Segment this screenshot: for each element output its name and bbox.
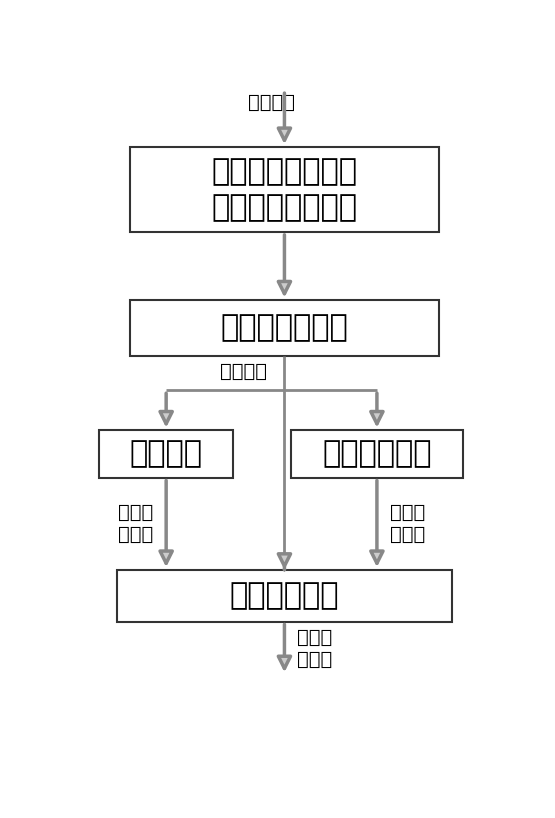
Text: 峰值速
度曲线: 峰值速 度曲线 [390,503,425,544]
Bar [99,430,233,478]
Bar [130,300,440,356]
Text: 正弦速
度曲线: 正弦速 度曲线 [118,503,153,544]
Text: 傅立叶分析频率: 傅立叶分析频率 [220,313,349,343]
Text: 正弦求解: 正弦求解 [130,439,203,469]
Text: 数峰频率求解: 数峰频率求解 [322,439,432,469]
Bar [291,430,463,478]
Bar [117,570,452,622]
Text: 滤波器对收到的测
速信号进行预处理: 滤波器对收到的测 速信号进行预处理 [211,157,357,222]
Text: 测速信号: 测速信号 [248,93,295,112]
Text: 参考速度: 参考速度 [220,362,268,381]
Text: 数值比较分析: 数值比较分析 [230,582,339,610]
Bar [130,147,440,232]
Text: 修正速
度曲线: 修正速 度曲线 [297,628,332,669]
